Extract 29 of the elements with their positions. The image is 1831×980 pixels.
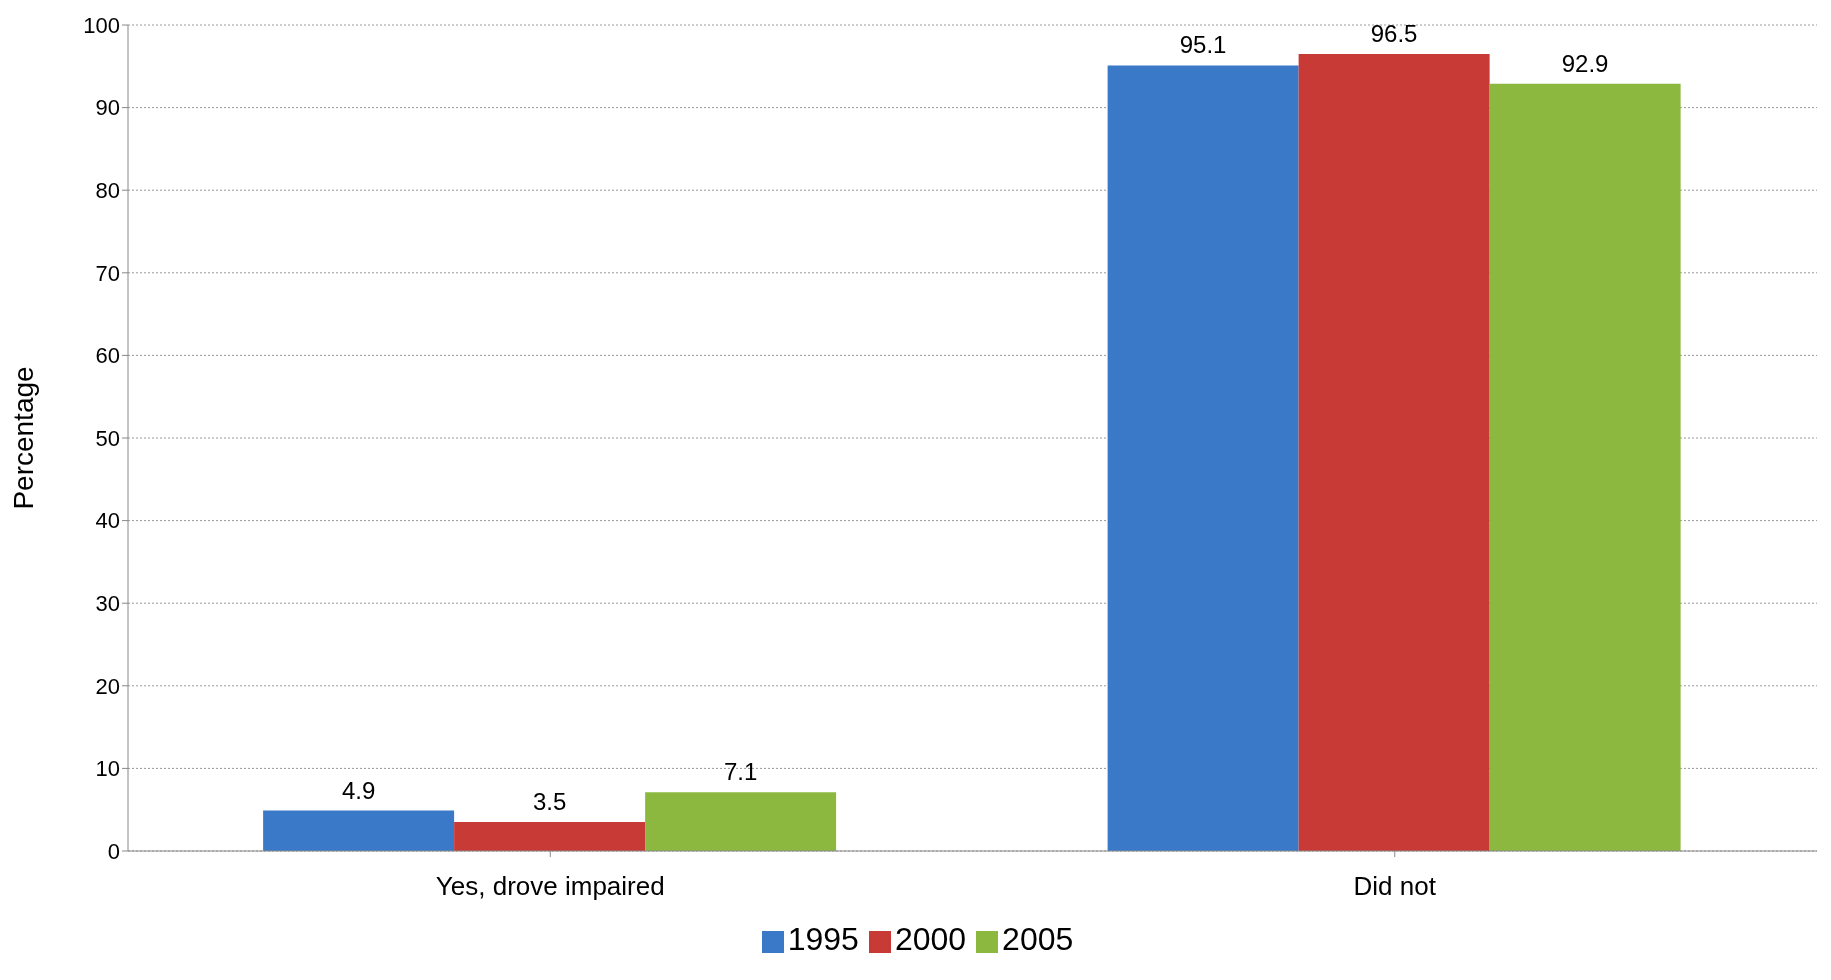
y-tick-label: 80 bbox=[95, 178, 120, 204]
legend-label: 2000 bbox=[894, 921, 967, 957]
y-tick-label: 40 bbox=[95, 508, 120, 534]
bar bbox=[1298, 53, 1490, 851]
data-label: 96.5 bbox=[1370, 19, 1418, 47]
bar bbox=[1489, 83, 1681, 851]
y-tick-label: 50 bbox=[95, 425, 120, 451]
bar bbox=[645, 792, 837, 851]
y-tick-label: 0 bbox=[107, 838, 120, 864]
y-tick-label: 10 bbox=[95, 756, 120, 782]
x-tick-label: Did not bbox=[1353, 871, 1437, 902]
y-tick-label: 30 bbox=[95, 591, 120, 617]
bar bbox=[454, 822, 646, 851]
bar bbox=[1107, 65, 1299, 851]
y-tick-label: 20 bbox=[95, 673, 120, 699]
x-tick-label: Yes, drove impaired bbox=[435, 871, 665, 902]
y-tick-label: 60 bbox=[95, 343, 120, 369]
bar bbox=[263, 810, 455, 851]
data-label: 3.5 bbox=[532, 788, 567, 816]
data-label: 4.9 bbox=[341, 776, 376, 804]
data-label: 95.1 bbox=[1179, 31, 1227, 59]
y-tick-label: 90 bbox=[95, 95, 120, 121]
legend-label: 2005 bbox=[1002, 921, 1074, 957]
y-axis-title: Percentage bbox=[7, 366, 39, 510]
y-tick-label: 70 bbox=[95, 260, 120, 286]
data-label: 7.1 bbox=[723, 758, 758, 786]
data-label: 92.9 bbox=[1561, 49, 1609, 77]
y-tick-label: 100 bbox=[83, 12, 120, 38]
legend-label: 1995 bbox=[787, 921, 859, 957]
